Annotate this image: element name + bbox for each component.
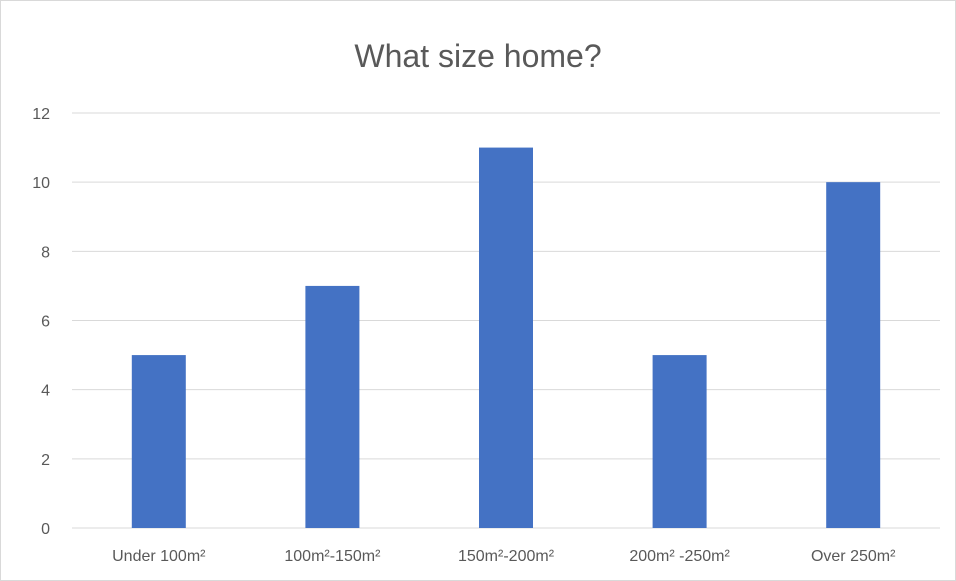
x-tick-label: 100m²-150m² [284, 548, 381, 565]
x-axis-tick-labels: Under 100m² 100m²-150m² 150m²-200m² 200m² -… [112, 548, 896, 565]
x-tick-label: Under 100m² [112, 548, 206, 565]
y-tick-label: 6 [41, 314, 50, 331]
y-tick-label: 0 [41, 521, 50, 538]
x-tick-label: Over 250m² [811, 548, 896, 565]
bar-3 [479, 147, 533, 529]
x-tick-label: 200m² -250m² [629, 548, 730, 565]
bars [131, 147, 881, 529]
bar-5 [826, 182, 881, 528]
y-tick-label: 12 [32, 106, 50, 123]
bar-2 [305, 285, 360, 528]
bar-1 [131, 355, 186, 528]
y-tick-label: 8 [41, 244, 50, 261]
bar-4 [652, 355, 707, 528]
y-tick-label: 2 [41, 452, 50, 469]
x-tick-label: 150m²-200m² [458, 548, 555, 565]
y-axis-tick-labels: 0 2 4 6 8 10 12 [32, 106, 50, 538]
y-tick-label: 4 [41, 383, 50, 400]
y-tick-label: 10 [32, 175, 50, 192]
chart-title: What size home? [354, 38, 602, 74]
